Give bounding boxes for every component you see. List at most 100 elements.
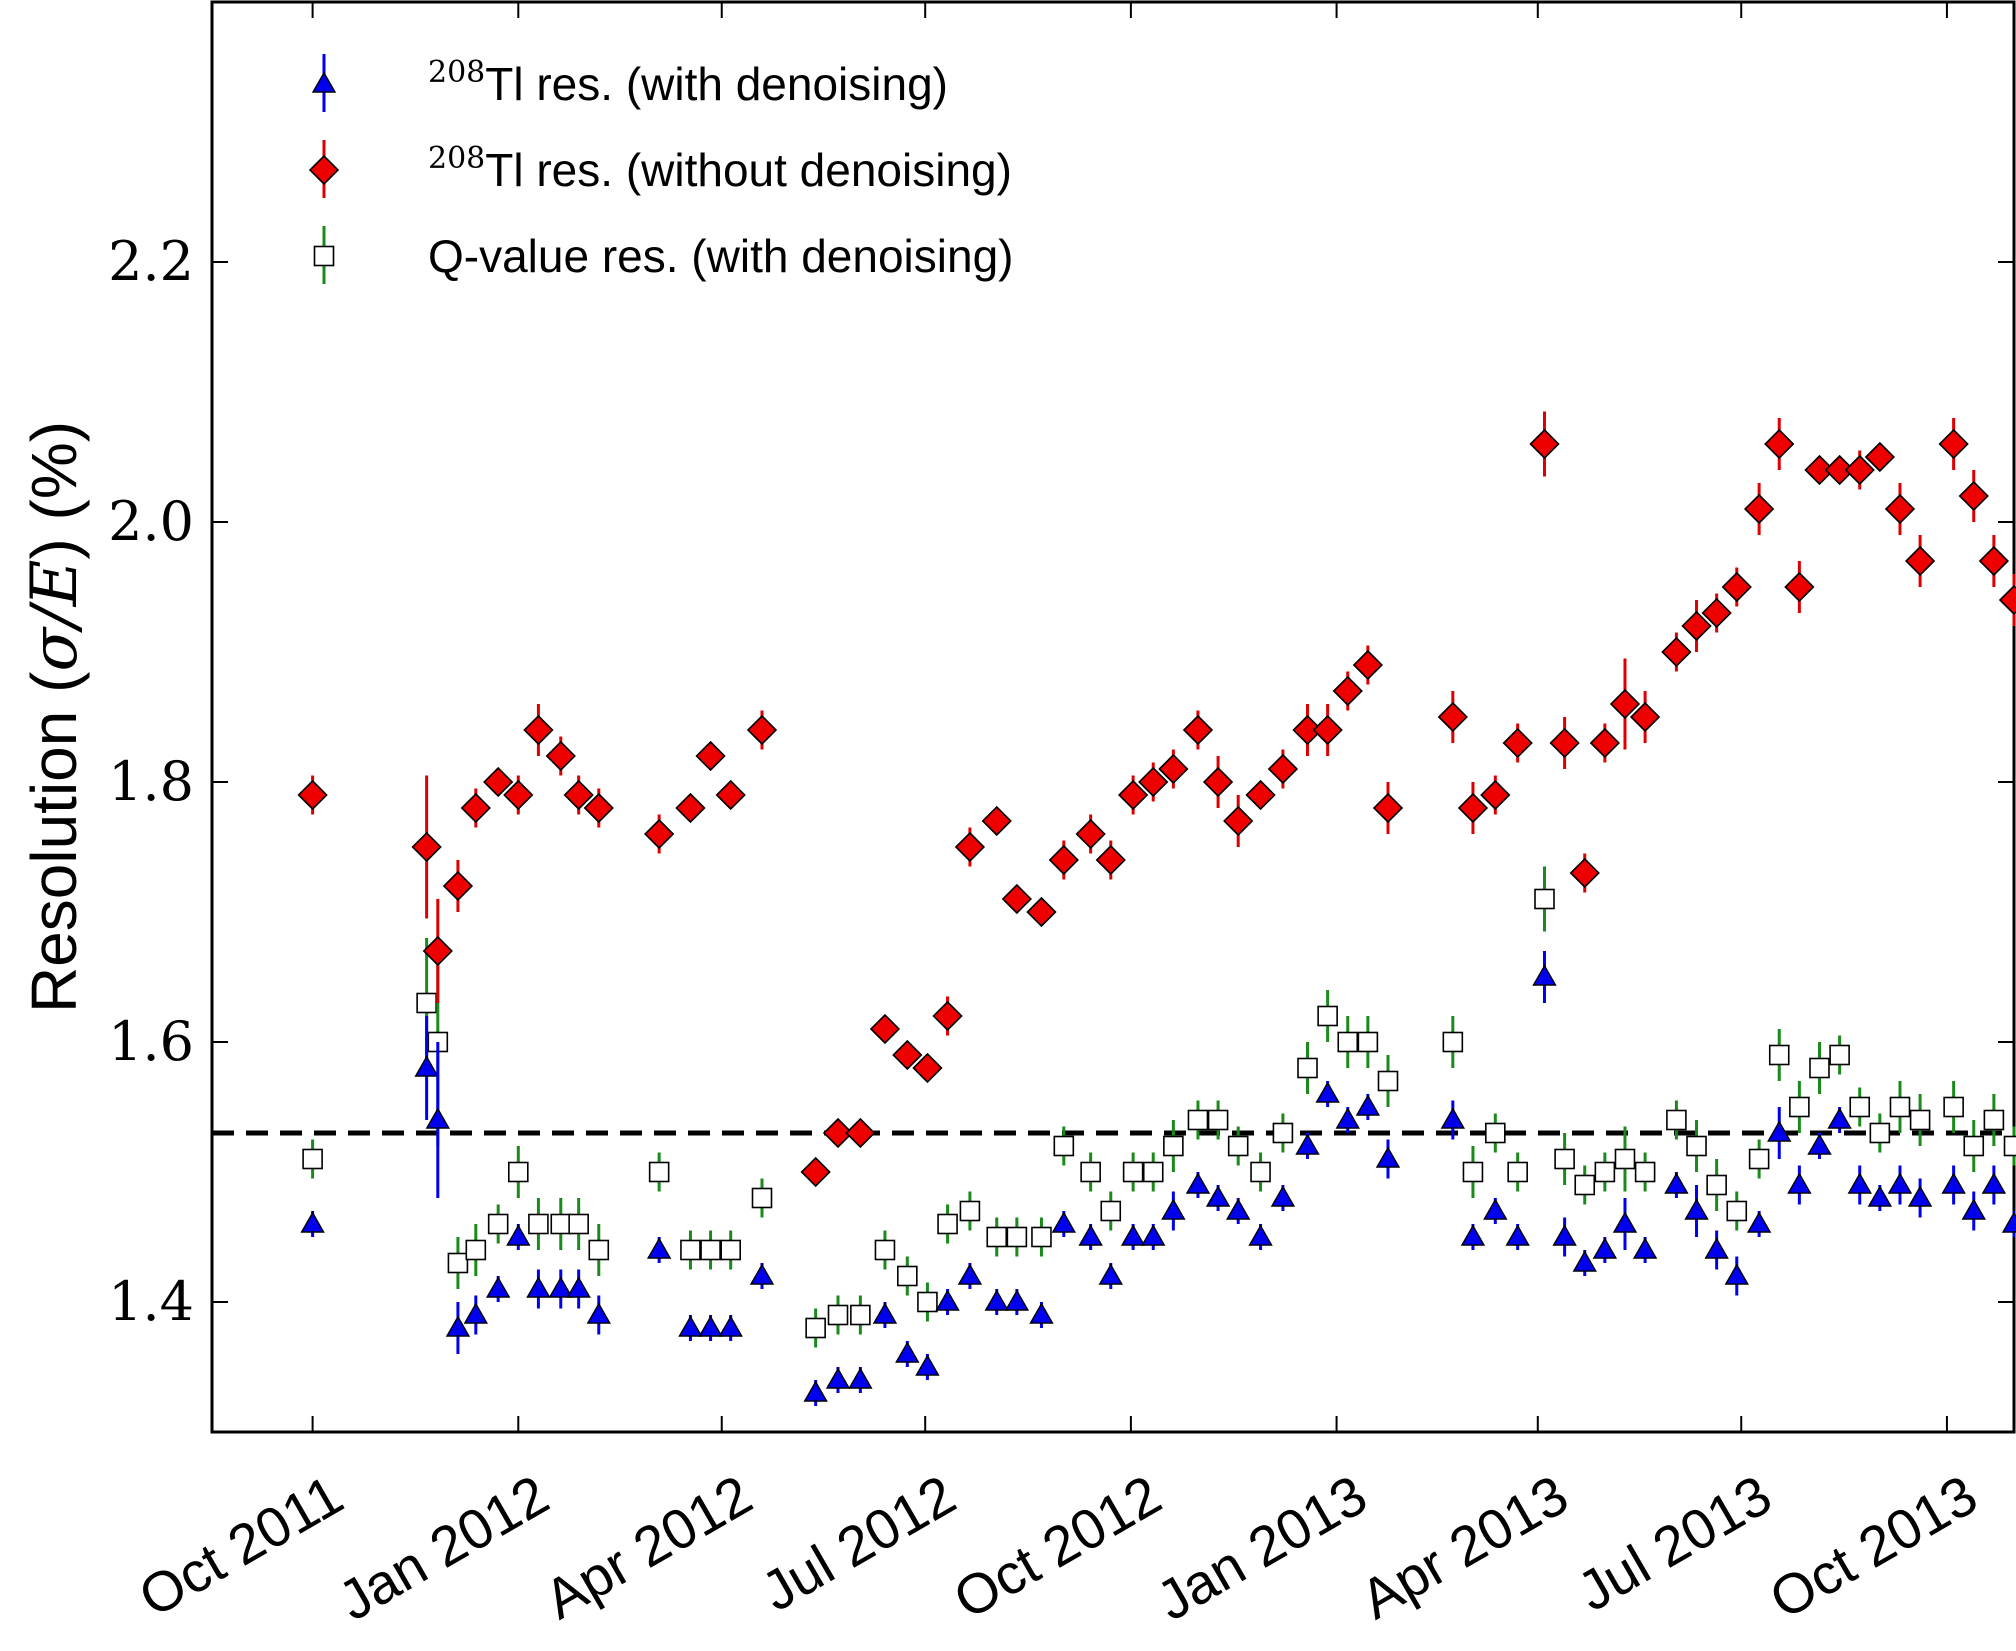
triangle-marker (414, 1055, 439, 1077)
square-marker (1634, 1161, 1656, 1183)
triangle-marker (1029, 1302, 1054, 1324)
triangle-marker (1098, 1263, 1123, 1285)
square-marker (874, 1239, 896, 1261)
diamond-marker (1480, 779, 1511, 811)
diamond-marker (715, 779, 746, 811)
diamond-marker (1223, 805, 1254, 837)
triangle-marker (1704, 1237, 1729, 1259)
y-axis-ticks: 1.4 1.6 1.8 2.0 2.2 (108, 230, 2014, 1333)
square-marker (751, 1187, 773, 1209)
triangle-marker (825, 1367, 851, 1389)
triangle-marker (718, 1315, 743, 1337)
triangle-marker (1205, 1185, 1231, 1207)
square-marker (550, 1213, 572, 1235)
triangle-marker (895, 1341, 920, 1363)
square-marker (1272, 1122, 1294, 1144)
diamond-marker (1332, 675, 1363, 707)
diamond-marker (1372, 792, 1404, 824)
diamond-marker (1904, 545, 1936, 577)
square-marker (1554, 1148, 1575, 1170)
x-tick-label: Jan 2013 (1146, 1463, 1377, 1633)
diamond-marker (1764, 428, 1795, 460)
square-marker (465, 1239, 487, 1261)
triangle-marker (1375, 1146, 1401, 1168)
square-marker (1207, 1109, 1229, 1131)
square-marker (313, 245, 335, 267)
y-axis-label-e: E (18, 560, 92, 608)
x-tick-label: Oct 2011 (128, 1463, 353, 1629)
triangle-marker (1505, 1224, 1530, 1246)
square-marker (447, 1252, 469, 1274)
diamond-marker (1026, 896, 1057, 928)
triangle-marker (1867, 1185, 1893, 1207)
triangle-marker (1161, 1198, 1186, 1220)
square-marker (1869, 1122, 1891, 1144)
legend: 208Tl res. (with denoising)208Tl res. (w… (308, 54, 1013, 284)
triangle-marker (984, 1289, 1009, 1311)
triangle-marker (548, 1276, 573, 1298)
diamond-marker (1884, 493, 1916, 525)
triangle-marker (1724, 1263, 1749, 1285)
triangle-marker (935, 1289, 960, 1311)
diamond-marker (1998, 584, 2016, 616)
x-tick-label: Jul 2012 (751, 1463, 966, 1623)
triangle-marker (1981, 1172, 2007, 1194)
square-marker (1080, 1161, 1101, 1183)
diamond-marker (1158, 753, 1189, 785)
square-marker (680, 1239, 701, 1261)
diamond-marker (675, 792, 706, 824)
square-marker (1142, 1161, 1164, 1183)
square-marker (720, 1239, 741, 1261)
triangle-marker (311, 71, 337, 93)
diamond-marker (1075, 818, 1106, 850)
square-marker (1337, 1031, 1359, 1053)
square-marker (897, 1265, 918, 1287)
diamond-marker (1824, 454, 1855, 486)
triangle-marker (586, 1302, 611, 1324)
square-marker (648, 1161, 670, 1183)
x-tick-label: Apr 2013 (1350, 1463, 1578, 1631)
square-marker (917, 1291, 938, 1313)
triangle-marker (1315, 1081, 1340, 1103)
square-marker (986, 1226, 1008, 1248)
triangle-marker (957, 1263, 983, 1285)
diamond-marker (1267, 753, 1299, 785)
square-marker (1227, 1135, 1249, 1157)
diamond-marker (1138, 766, 1169, 798)
triangle-marker (445, 1315, 471, 1337)
diamond-marker (1743, 493, 1775, 525)
diamond-marker (1569, 857, 1600, 889)
diamond-marker (1958, 480, 1989, 512)
square-marker (1686, 1135, 1707, 1157)
square-marker (1726, 1200, 1748, 1222)
square-marker (1809, 1057, 1830, 1079)
triangle-marker (1295, 1133, 1320, 1155)
diamond-marker (1182, 714, 1214, 746)
square-marker (850, 1304, 871, 1326)
square-marker (1748, 1148, 1770, 1170)
square-marker (1100, 1200, 1122, 1222)
diamond-marker (644, 818, 675, 850)
legend-label-text: Tl res. (with denoising) (485, 58, 948, 110)
diamond-marker (1629, 701, 1661, 733)
square-marker (805, 1317, 826, 1339)
diamond-marker (1721, 571, 1752, 603)
square-marker (700, 1239, 721, 1261)
diamond-marker (746, 714, 778, 746)
diamond-marker (1095, 844, 1126, 876)
square-marker (1122, 1161, 1144, 1183)
triangle-marker (1961, 1198, 1986, 1220)
square-marker (1909, 1109, 1931, 1131)
diamond-marker (1609, 688, 1641, 720)
triangle-marker (1532, 964, 1557, 986)
square-marker (1666, 1109, 1687, 1131)
diamond-marker (523, 714, 554, 746)
triangle-marker (1355, 1094, 1381, 1116)
diamond-marker (1292, 714, 1323, 746)
triangle-marker (485, 1276, 511, 1298)
diamond-marker (503, 779, 534, 811)
diamond-marker (1457, 792, 1489, 824)
square-marker (1789, 1096, 1810, 1118)
square-marker (302, 1148, 323, 1170)
